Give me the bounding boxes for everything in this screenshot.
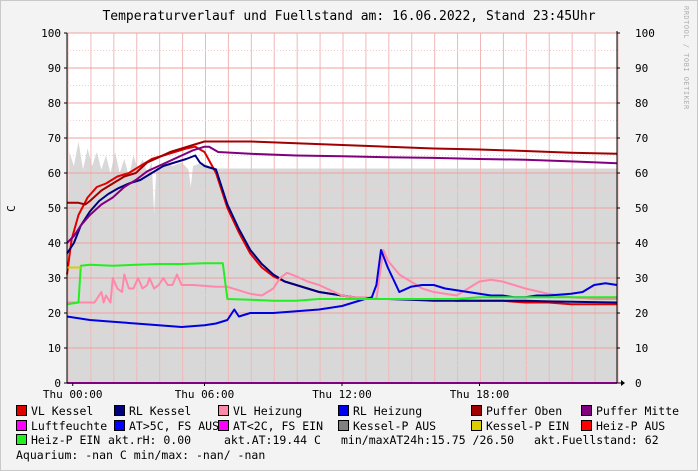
legend-label: Kessel-P EIN bbox=[486, 418, 570, 433]
series-line-puffer-oben bbox=[67, 140, 618, 206]
x-tick-label: Thu 00:00 bbox=[43, 388, 103, 400]
y-tick-label-right: 60 bbox=[635, 167, 648, 180]
legend-swatch bbox=[16, 419, 27, 431]
legend-label: Puffer Mitte bbox=[596, 404, 680, 418]
y-tick-label: 10 bbox=[48, 342, 61, 355]
x-tick-label: Thu 18:00 bbox=[450, 388, 510, 400]
legend-item: VL Heizung bbox=[218, 404, 302, 419]
legend-swatch bbox=[114, 405, 125, 416]
y-tick-label-right: 20 bbox=[635, 307, 648, 320]
y-tick-label-right: 10 bbox=[635, 342, 648, 355]
y-tick-label-right: 80 bbox=[635, 97, 648, 110]
x-axis-arrow bbox=[621, 380, 625, 386]
legend-swatch bbox=[581, 419, 592, 431]
y-tick-label: 50 bbox=[48, 202, 61, 215]
legend-item: Kessel-P AUS bbox=[338, 419, 436, 434]
y-tick-label: 80 bbox=[48, 97, 61, 110]
info-fuellstand: akt.Fuellstand: 62 bbox=[534, 433, 659, 447]
series-line-vl-heizung bbox=[67, 249, 617, 304]
info-rh: akt.rH: 0.00 bbox=[108, 433, 192, 447]
legend-item: RL Kessel bbox=[114, 404, 191, 419]
y-tick-label-right: 0 bbox=[635, 377, 642, 390]
legend-item: RL Heizung bbox=[338, 404, 422, 419]
y-tick-label: 70 bbox=[48, 132, 61, 145]
legend-swatch bbox=[338, 405, 349, 416]
legend-swatch bbox=[16, 434, 27, 445]
y-tick-label-right: 70 bbox=[635, 132, 648, 145]
info-minmax: min/maxAT24h:15.75 /26.50 bbox=[341, 433, 515, 447]
legend-swatch bbox=[16, 405, 27, 416]
y-tick-label-right: 30 bbox=[635, 272, 648, 285]
legend-item: Kessel-P EIN bbox=[471, 419, 569, 434]
series-line-heiz-p-ein bbox=[66, 262, 617, 306]
rrdtool-credit: RRDTOOL / TOBI OETIKER bbox=[682, 6, 690, 110]
legend-label: Kessel-P AUS bbox=[353, 418, 437, 433]
y-tick-label: 20 bbox=[48, 307, 61, 320]
y-tick-label-right: 40 bbox=[635, 237, 648, 250]
legend-item: Heiz-P AUS bbox=[581, 419, 665, 434]
legend-label: VL Kessel bbox=[31, 404, 94, 418]
legend-item: Puffer Mitte bbox=[581, 404, 679, 419]
legend-swatch bbox=[581, 405, 592, 416]
legend-label: RL Heizung bbox=[353, 404, 423, 418]
legend-swatch bbox=[114, 419, 125, 431]
y-tick-label-right: 100 bbox=[635, 27, 655, 40]
legend-item: Luftfeuchte bbox=[16, 419, 107, 434]
series-line-rl-kessel bbox=[66, 154, 618, 304]
legend-label: AT<2C, FS EIN bbox=[233, 418, 324, 433]
legend-swatch bbox=[471, 405, 482, 416]
legend-swatch bbox=[338, 419, 349, 431]
y-tick-label-right: 50 bbox=[635, 202, 648, 215]
legend-label: RL Kessel bbox=[129, 404, 192, 418]
legend-label: Puffer Oben bbox=[486, 404, 563, 418]
chart-title: Temperaturverlauf und Fuellstand am: 16.… bbox=[102, 9, 596, 24]
y-tick-label: 60 bbox=[48, 167, 61, 180]
legend-item: Heiz-P EIN bbox=[16, 433, 100, 448]
plot-area: 0 0 10 10 20 20 30 30 40 40 50 50 60 60 70 70 80 80 90 90 10… bbox=[41, 27, 655, 400]
legend-swatch bbox=[218, 405, 229, 416]
legend-label: Luftfeuchte bbox=[31, 418, 108, 433]
legend-swatch bbox=[218, 419, 229, 431]
fuellstand-area bbox=[67, 141, 617, 383]
series-line-puffer-mitte bbox=[66, 145, 618, 244]
info-aquarium: Aquarium: -nan C min/max: -nan/ -nan bbox=[16, 447, 266, 462]
legend-item: AT<2C, FS EIN bbox=[218, 419, 323, 434]
legend-swatch bbox=[471, 419, 482, 431]
y-tick-label: 0 bbox=[54, 377, 61, 390]
x-tick-label: Thu 06:00 bbox=[175, 388, 235, 400]
y-tick-label: 90 bbox=[48, 62, 61, 75]
y-tick-label: 100 bbox=[41, 27, 61, 40]
y-tick-label: 40 bbox=[48, 237, 61, 250]
legend-label: VL Heizung bbox=[233, 404, 303, 418]
legend-item: VL Kessel bbox=[16, 404, 93, 419]
y-tick-label-right: 90 bbox=[635, 62, 648, 75]
y-tick-label: 30 bbox=[48, 272, 61, 285]
legend-label: Heiz-P EIN bbox=[31, 433, 101, 447]
legend-item: Puffer Oben bbox=[471, 404, 562, 419]
info-outdoor-temp: akt.AT:19.44 C bbox=[224, 433, 321, 447]
legend-item: AT>5C, FS AUS bbox=[114, 419, 219, 434]
legend-label: AT>5C, FS AUS bbox=[129, 418, 220, 433]
x-tick-label: Thu 12:00 bbox=[312, 388, 372, 400]
legend-label: Heiz-P AUS bbox=[596, 418, 666, 433]
